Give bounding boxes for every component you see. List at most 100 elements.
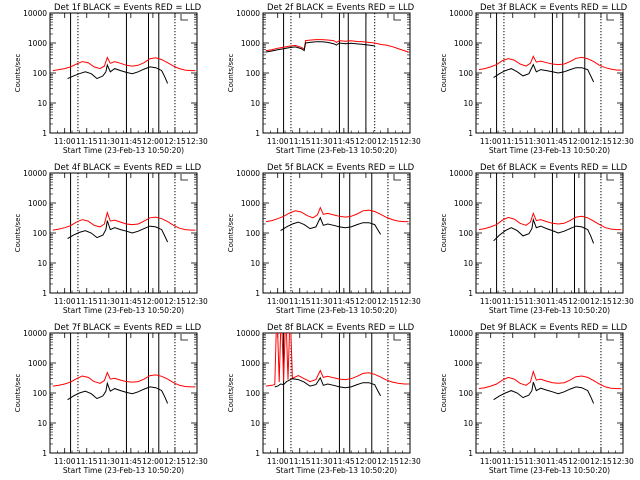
events-series-line bbox=[67, 63, 169, 84]
y-tick-label: 10000 bbox=[236, 329, 260, 338]
y-tick-label: 100 bbox=[33, 69, 48, 78]
panel-title: Det 3f BLACK = Events RED = LLD bbox=[480, 3, 628, 13]
x-tick-label: 11:15 bbox=[289, 137, 311, 146]
events-series-line bbox=[265, 41, 375, 53]
legend-glyph bbox=[393, 174, 401, 181]
y-tick-label: 1000 bbox=[28, 39, 47, 48]
x-tick-label: 11:15 bbox=[502, 297, 524, 306]
x-tick-label: 12:00 bbox=[355, 137, 377, 146]
x-tick-label: 12:30 bbox=[399, 297, 421, 306]
legend-glyph bbox=[180, 174, 188, 181]
x-tick-label: 11:00 bbox=[54, 297, 76, 306]
x-tick-label: 11:00 bbox=[54, 457, 76, 466]
x-tick-label: 11:30 bbox=[524, 457, 546, 466]
y-tick-label: 100 bbox=[459, 389, 474, 398]
x-tick-label: 11:15 bbox=[76, 137, 98, 146]
x-axis-label: Start Time (23-Feb-13 10:50:20) bbox=[63, 306, 184, 315]
y-tick-label: 10000 bbox=[23, 9, 47, 18]
x-tick-label: 12:15 bbox=[164, 137, 186, 146]
y-tick-label: 100 bbox=[459, 229, 474, 238]
x-tick-label: 12:15 bbox=[377, 137, 399, 146]
lld-series-line bbox=[52, 210, 196, 231]
lld-series-line bbox=[265, 333, 409, 387]
x-axis-label: Start Time (23-Feb-13 10:50:20) bbox=[63, 466, 184, 475]
x-tick-label: 11:45 bbox=[120, 137, 142, 146]
x-tick-label: 11:30 bbox=[98, 137, 120, 146]
events-series-line bbox=[67, 381, 169, 404]
detector-panel: Det 9f BLACK = Events RED = LLD 1 10 100 100… bbox=[440, 323, 634, 475]
y-tick-label: 1000 bbox=[241, 39, 260, 48]
panel-title: Det 6f BLACK = Events RED = LLD bbox=[480, 163, 628, 173]
x-tick-label: 12:30 bbox=[399, 137, 421, 146]
y-axis-label: Counts/sec bbox=[440, 54, 448, 93]
x-tick-label: 11:45 bbox=[546, 457, 568, 466]
x-tick-label: 11:30 bbox=[524, 297, 546, 306]
detector-panel: Det 2f BLACK = Events RED = LLD 1 10 100 100… bbox=[227, 3, 421, 155]
y-tick-label: 1000 bbox=[28, 199, 47, 208]
lld-series-line bbox=[478, 55, 622, 71]
x-tick-label: 12:30 bbox=[186, 297, 208, 306]
x-tick-label: 11:30 bbox=[98, 457, 120, 466]
x-tick-label: 12:15 bbox=[590, 457, 612, 466]
y-tick-label: 1000 bbox=[454, 39, 473, 48]
y-tick-label: 1 bbox=[468, 449, 473, 458]
x-tick-label: 11:00 bbox=[267, 297, 289, 306]
legend-glyph bbox=[606, 14, 614, 21]
x-tick-label: 12:30 bbox=[399, 457, 421, 466]
y-tick-label: 10 bbox=[37, 419, 47, 428]
y-tick-label: 1 bbox=[468, 129, 473, 138]
y-tick-label: 10 bbox=[250, 419, 260, 428]
y-axis-label: Counts/sec bbox=[440, 374, 448, 413]
y-axis-label: Counts/sec bbox=[440, 214, 448, 253]
y-tick-label: 10 bbox=[250, 99, 260, 108]
y-tick-label: 1 bbox=[42, 289, 47, 298]
lld-series-line bbox=[265, 206, 409, 223]
detector-panel: Det 7f BLACK = Events RED = LLD 1 10 100 100… bbox=[14, 323, 208, 475]
y-tick-label: 100 bbox=[246, 389, 261, 398]
lld-series-line bbox=[265, 39, 409, 53]
panel-title: Det 8f BLACK = Events RED = LLD bbox=[267, 323, 415, 333]
y-axis-label: Counts/sec bbox=[227, 374, 235, 413]
y-tick-label: 10 bbox=[37, 99, 47, 108]
x-tick-label: 12:00 bbox=[142, 297, 164, 306]
x-tick-label: 11:00 bbox=[480, 457, 502, 466]
y-axis-label: Counts/sec bbox=[227, 54, 235, 93]
x-tick-label: 11:00 bbox=[267, 457, 289, 466]
x-tick-label: 12:30 bbox=[612, 297, 634, 306]
x-tick-label: 12:15 bbox=[377, 297, 399, 306]
x-tick-label: 11:00 bbox=[54, 137, 76, 146]
x-tick-label: 11:15 bbox=[502, 137, 524, 146]
x-tick-label: 11:15 bbox=[289, 297, 311, 306]
lld-series-line bbox=[52, 371, 196, 388]
x-tick-label: 12:00 bbox=[568, 137, 590, 146]
detector-panel: Det 1f BLACK = Events RED = LLD 1 10 100 100… bbox=[14, 3, 208, 155]
legend-glyph bbox=[606, 174, 614, 181]
y-tick-label: 10000 bbox=[449, 9, 473, 18]
x-tick-label: 12:00 bbox=[355, 297, 377, 306]
lld-series-line bbox=[478, 211, 622, 231]
y-tick-label: 10 bbox=[463, 259, 473, 268]
x-tick-label: 12:00 bbox=[568, 297, 590, 306]
x-tick-label: 11:00 bbox=[267, 137, 289, 146]
y-tick-label: 100 bbox=[33, 389, 48, 398]
y-tick-label: 1 bbox=[468, 289, 473, 298]
events-series-line bbox=[493, 381, 595, 404]
x-tick-label: 12:15 bbox=[590, 137, 612, 146]
x-tick-label: 11:15 bbox=[76, 457, 98, 466]
x-axis-label: Start Time (23-Feb-13 10:50:20) bbox=[276, 466, 397, 475]
events-series-line bbox=[493, 217, 595, 244]
panel-title: Det 4f BLACK = Events RED = LLD bbox=[54, 163, 202, 173]
y-tick-label: 10000 bbox=[449, 329, 473, 338]
x-tick-label: 12:00 bbox=[142, 137, 164, 146]
legend-glyph bbox=[393, 14, 401, 21]
x-tick-label: 12:00 bbox=[355, 457, 377, 466]
x-tick-label: 11:30 bbox=[311, 457, 333, 466]
x-tick-label: 11:15 bbox=[502, 457, 524, 466]
panel-title: Det 7f BLACK = Events RED = LLD bbox=[54, 323, 202, 333]
events-series-line bbox=[67, 220, 169, 243]
events-series-line bbox=[274, 376, 382, 397]
x-tick-label: 12:30 bbox=[612, 457, 634, 466]
legend-glyph bbox=[393, 334, 401, 341]
lld-series-line bbox=[52, 56, 196, 72]
